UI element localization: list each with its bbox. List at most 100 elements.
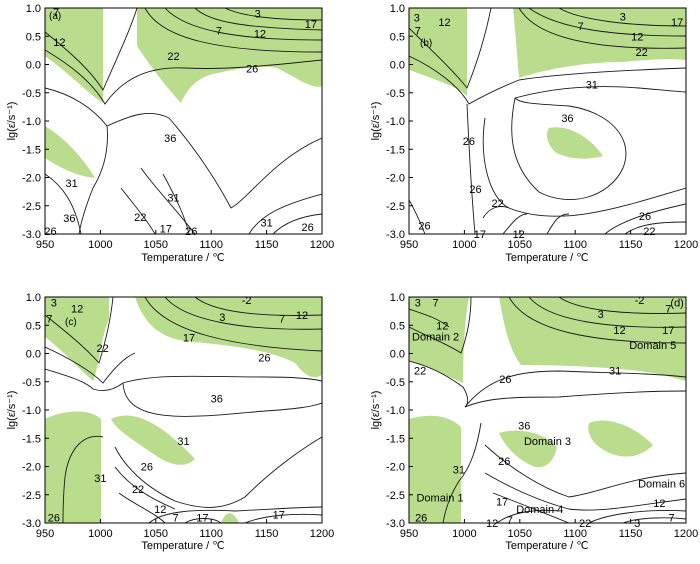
contour-label: 17 — [662, 325, 674, 337]
x-tick-label: 1100 — [563, 528, 587, 540]
contour-label: 31 — [260, 218, 272, 230]
contour-line — [118, 492, 166, 523]
contour-label: 26 — [499, 374, 511, 386]
instability-region — [409, 415, 461, 523]
contour-line — [482, 117, 686, 217]
panel-c: 950 1000 1050 1100 1150 1200 -3.0 -2.5 -2.0 -1.5… — [6, 292, 334, 552]
contour-line — [484, 444, 686, 498]
contour-lines — [45, 8, 322, 234]
x-tick-label: 1150 — [619, 528, 643, 540]
contour-line — [164, 8, 322, 41]
x-tick-label: 950 — [400, 528, 418, 540]
contour-label: 36 — [63, 213, 75, 225]
contour-line — [120, 187, 156, 234]
contour-line — [244, 513, 322, 523]
panel-d: 950 1000 1050 1100 1150 1200 -3.0 -2.5 -2.0 -1.5… — [370, 292, 698, 552]
panel-label: (b) — [420, 38, 432, 49]
contour-label: 17 — [671, 17, 683, 29]
contour-line — [45, 346, 136, 384]
x-tick-label: 1050 — [508, 239, 532, 251]
instability-region — [221, 513, 239, 523]
contour-label: 7 — [578, 21, 584, 33]
contour-label: 26 — [185, 226, 197, 238]
y-tick-label: -3.0 — [22, 518, 41, 530]
contour-label: 17 — [160, 223, 172, 235]
x-tick-label: 1050 — [144, 239, 168, 251]
contour-label: 7 — [415, 26, 421, 38]
contour-line — [45, 49, 322, 105]
contour-line — [518, 67, 686, 81]
domain-label: Domain 6 — [638, 478, 685, 490]
contour-line — [624, 221, 686, 234]
y-tick-label: -3.0 — [386, 229, 405, 241]
contour-label: 31 — [65, 178, 77, 190]
y-axis-label: lg(ε̇/s⁻¹) — [6, 102, 18, 141]
contour-label: 36 — [561, 113, 573, 125]
contour-label: 31 — [177, 436, 189, 448]
contour-line — [588, 510, 686, 523]
panel-b: 950 1000 1050 1100 1150 1200 -3.0 -2.5 -2.0 -1.5… — [370, 3, 698, 264]
y-tick-label: 0.0 — [390, 349, 405, 361]
contour-label: 17 — [474, 229, 486, 241]
y-tick-label: 0.0 — [26, 60, 41, 72]
x-tick-label: 1000 — [88, 528, 112, 540]
contour-label: 12 — [513, 229, 525, 241]
contour-lines — [409, 297, 686, 523]
contour-label: 22 — [643, 226, 655, 238]
domain-label: Domain 4 — [516, 504, 563, 516]
contour-line — [508, 297, 686, 344]
y-tick-label: -1.5 — [22, 433, 41, 445]
y-tick-label: 1.0 — [26, 292, 41, 304]
instability-regions — [45, 297, 322, 523]
contour-line — [45, 368, 124, 392]
contour-label: 36 — [518, 420, 530, 432]
contour-lines — [45, 297, 322, 523]
contour-line — [114, 436, 322, 508]
contour-line — [184, 518, 222, 523]
panel-label: (c) — [65, 317, 77, 328]
domain-label: Domain 3 — [524, 436, 571, 448]
y-tick-label: -2.0 — [386, 173, 405, 185]
instability-region — [45, 411, 101, 523]
contour-label: 12 — [436, 320, 448, 332]
instability-region — [499, 297, 686, 381]
contour-label: 17 — [183, 333, 195, 345]
contour-label: 31 — [609, 365, 621, 377]
contour-line — [484, 472, 686, 511]
x-axis-label: Temperature / ℃ — [141, 252, 224, 264]
contour-line — [496, 509, 560, 523]
y-tick-label: 1.0 — [390, 3, 405, 15]
instability-regions — [409, 8, 686, 159]
contour-label: 3 — [414, 13, 420, 25]
domain-label: Domain 1 — [416, 493, 463, 505]
contour-lines — [409, 8, 686, 234]
instability-region — [111, 415, 195, 465]
contour-label: 31 — [167, 192, 179, 204]
contour-label: 3 — [620, 11, 626, 23]
contour-line — [409, 55, 520, 105]
contour-label: 7 — [669, 512, 675, 524]
contour-label: -2 — [635, 295, 645, 307]
panel-label: (a) — [49, 11, 61, 22]
y-tick-label: -2.0 — [386, 462, 405, 474]
contour-line — [140, 167, 196, 234]
contour-line — [466, 103, 476, 234]
y-tick-label: -2.5 — [22, 490, 41, 502]
contour-line — [502, 213, 528, 234]
y-tick-label: -0.5 — [386, 377, 405, 389]
instability-region — [135, 297, 322, 378]
contour-label: 3 — [598, 309, 604, 321]
contour-label: 31 — [453, 464, 465, 476]
contour-label: 12 — [438, 17, 450, 29]
contour-line — [164, 297, 322, 330]
contour-label: 3 — [634, 518, 640, 530]
contour-line — [106, 112, 322, 209]
contour-label: 7 — [46, 313, 52, 325]
contour-label: 12 — [613, 325, 625, 337]
y-tick-label: -2.5 — [386, 201, 405, 213]
contour-line — [528, 8, 686, 37]
contour-label: 3 — [255, 9, 261, 21]
contour-label: 12 — [254, 28, 266, 40]
instability-region — [409, 8, 467, 96]
